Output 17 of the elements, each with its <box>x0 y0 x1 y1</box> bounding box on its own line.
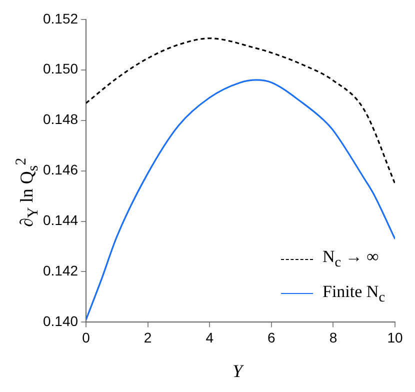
x-tick-label: 8 <box>329 329 338 346</box>
y-tick-label: 0.146 <box>42 162 78 178</box>
y-tick-label: 0.150 <box>42 60 78 77</box>
x-tick-label: 10 <box>387 329 403 346</box>
y-tick-label: 0.144 <box>42 212 78 228</box>
x-axis-title: Y <box>231 361 245 382</box>
y-tick-label: 0.152 <box>42 10 78 26</box>
legend-label: Finite N$_{c}$ <box>322 282 385 306</box>
legend-label: N$_{c}$ → ∞ <box>322 247 379 272</box>
x-tick-label: 2 <box>144 329 152 346</box>
x-tick-label: 4 <box>206 329 214 346</box>
y-tick-label: 0.148 <box>42 111 78 128</box>
x-tick-label: 6 <box>268 329 276 346</box>
x-tick-label: 0 <box>82 329 90 346</box>
y-tick-label: 0.142 <box>42 262 78 279</box>
line-series <box>86 38 395 184</box>
y-tick-label: 0.140 <box>42 313 78 330</box>
